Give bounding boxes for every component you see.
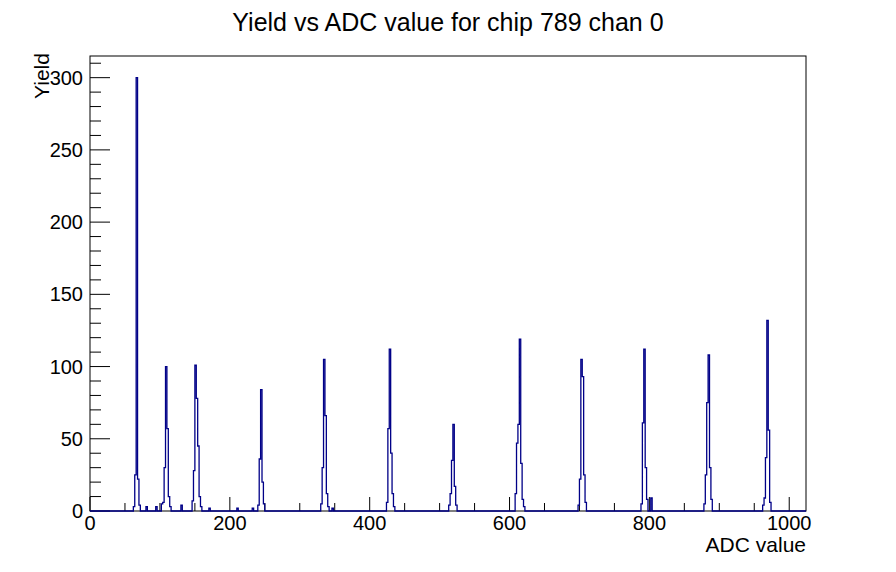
- y-tick-label: 300: [50, 67, 83, 89]
- x-tick-label: 200: [213, 512, 246, 534]
- x-tick-label: 0: [84, 512, 95, 534]
- y-tick-label: 0: [72, 500, 83, 522]
- root-canvas: Yield vs ADC value for chip 789 chan 0 Y…: [0, 0, 896, 572]
- x-tick-label: 1000: [767, 512, 812, 534]
- y-tick-label: 250: [50, 139, 83, 161]
- y-tick-label: 50: [61, 428, 83, 450]
- x-tick-label: 600: [493, 512, 526, 534]
- histogram-line: [90, 78, 806, 511]
- x-tick-label: 400: [353, 512, 386, 534]
- x-tick-label: 800: [633, 512, 666, 534]
- y-tick-label: 100: [50, 356, 83, 378]
- y-tick-label: 150: [50, 283, 83, 305]
- histogram-plot: 0 200 400 600 800 1000 0 50 100 150 200 250 300: [0, 0, 896, 572]
- y-tick-label: 200: [50, 211, 83, 233]
